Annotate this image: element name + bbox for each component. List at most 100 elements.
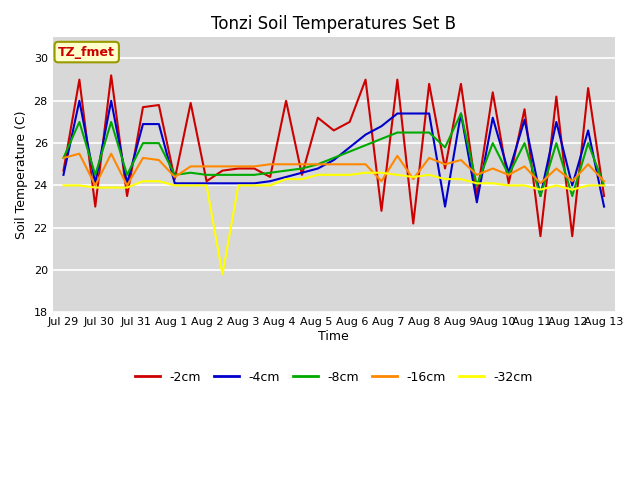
-2cm: [378, 208, 385, 214]
-4cm: [378, 123, 385, 129]
Title: Tonzi Soil Temperatures Set B: Tonzi Soil Temperatures Set B: [211, 15, 456, 33]
-4cm: [441, 204, 449, 209]
X-axis label: Time: Time: [318, 330, 349, 343]
-32cm: [489, 180, 497, 186]
-8cm: [457, 110, 465, 116]
-2cm: [187, 100, 195, 106]
-32cm: [536, 187, 544, 192]
-2cm: [314, 115, 322, 120]
-4cm: [60, 172, 67, 178]
-2cm: [473, 193, 481, 199]
-8cm: [282, 168, 290, 173]
-16cm: [282, 161, 290, 167]
-8cm: [568, 193, 576, 199]
-32cm: [282, 176, 290, 182]
-2cm: [76, 77, 83, 83]
-32cm: [76, 182, 83, 188]
-4cm: [250, 180, 258, 186]
-4cm: [410, 110, 417, 116]
-16cm: [521, 164, 529, 169]
-4cm: [394, 110, 401, 116]
-2cm: [234, 166, 242, 171]
-4cm: [536, 193, 544, 199]
-8cm: [266, 170, 274, 176]
-8cm: [250, 172, 258, 178]
-16cm: [346, 161, 353, 167]
-4cm: [187, 180, 195, 186]
-4cm: [266, 178, 274, 184]
-8cm: [330, 155, 337, 161]
-8cm: [171, 172, 179, 178]
-16cm: [584, 161, 592, 167]
-8cm: [473, 182, 481, 188]
-8cm: [298, 166, 306, 171]
-16cm: [489, 166, 497, 171]
-2cm: [441, 166, 449, 171]
-8cm: [187, 170, 195, 176]
-32cm: [314, 172, 322, 178]
-8cm: [314, 161, 322, 167]
-2cm: [139, 104, 147, 110]
-8cm: [536, 193, 544, 199]
-2cm: [426, 81, 433, 87]
-16cm: [76, 151, 83, 156]
-8cm: [426, 130, 433, 135]
-16cm: [568, 178, 576, 184]
-4cm: [171, 180, 179, 186]
-2cm: [219, 168, 227, 173]
Line: -16cm: -16cm: [63, 154, 604, 185]
-2cm: [282, 98, 290, 104]
-32cm: [600, 182, 608, 188]
-4cm: [76, 98, 83, 104]
-32cm: [330, 172, 337, 178]
-16cm: [155, 157, 163, 163]
-16cm: [426, 155, 433, 161]
-4cm: [124, 180, 131, 186]
-8cm: [552, 140, 560, 146]
-16cm: [600, 178, 608, 184]
Legend: -2cm, -4cm, -8cm, -16cm, -32cm: -2cm, -4cm, -8cm, -16cm, -32cm: [129, 366, 538, 389]
-4cm: [457, 110, 465, 116]
-2cm: [108, 72, 115, 78]
-2cm: [330, 128, 337, 133]
-2cm: [394, 77, 401, 83]
-8cm: [584, 140, 592, 146]
-32cm: [124, 185, 131, 191]
Line: -4cm: -4cm: [63, 101, 604, 206]
-32cm: [155, 178, 163, 184]
-16cm: [378, 178, 385, 184]
-2cm: [600, 193, 608, 199]
-16cm: [330, 161, 337, 167]
-2cm: [92, 204, 99, 209]
-32cm: [362, 170, 369, 176]
-8cm: [219, 172, 227, 178]
-2cm: [410, 221, 417, 227]
-4cm: [219, 180, 227, 186]
-32cm: [457, 176, 465, 182]
-4cm: [92, 180, 99, 186]
-32cm: [473, 180, 481, 186]
-2cm: [250, 166, 258, 171]
-32cm: [250, 182, 258, 188]
-8cm: [505, 172, 513, 178]
-16cm: [187, 164, 195, 169]
-2cm: [505, 180, 513, 186]
-4cm: [346, 144, 353, 150]
-4cm: [552, 119, 560, 125]
-32cm: [171, 182, 179, 188]
-2cm: [155, 102, 163, 108]
-4cm: [155, 121, 163, 127]
-2cm: [521, 107, 529, 112]
-2cm: [203, 178, 211, 184]
-2cm: [124, 193, 131, 199]
-8cm: [394, 130, 401, 135]
-32cm: [234, 182, 242, 188]
-2cm: [60, 168, 67, 173]
-2cm: [552, 94, 560, 99]
-32cm: [346, 172, 353, 178]
-8cm: [203, 172, 211, 178]
-32cm: [552, 182, 560, 188]
-2cm: [298, 172, 306, 178]
-8cm: [410, 130, 417, 135]
-8cm: [346, 149, 353, 155]
